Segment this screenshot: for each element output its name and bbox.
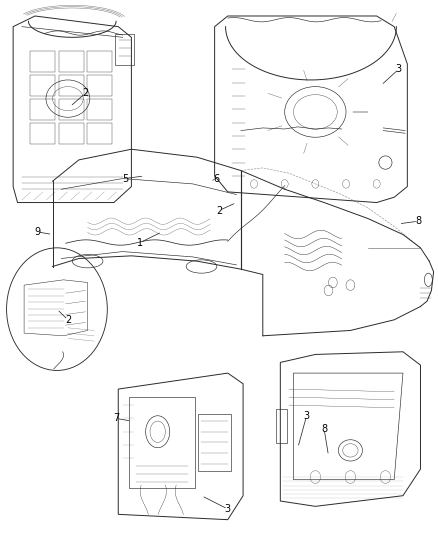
- Text: 8: 8: [321, 424, 327, 434]
- Text: 1: 1: [137, 238, 143, 247]
- Text: 3: 3: [225, 504, 231, 514]
- Text: 9: 9: [34, 227, 40, 237]
- Text: 2: 2: [65, 315, 71, 325]
- Text: 3: 3: [396, 64, 402, 74]
- Text: 2: 2: [216, 206, 222, 215]
- Text: 2: 2: [82, 88, 88, 98]
- Text: 5: 5: [122, 174, 128, 183]
- Text: 7: 7: [113, 414, 119, 423]
- Text: 3: 3: [304, 411, 310, 421]
- Text: 6: 6: [214, 174, 220, 183]
- Text: 8: 8: [415, 216, 421, 226]
